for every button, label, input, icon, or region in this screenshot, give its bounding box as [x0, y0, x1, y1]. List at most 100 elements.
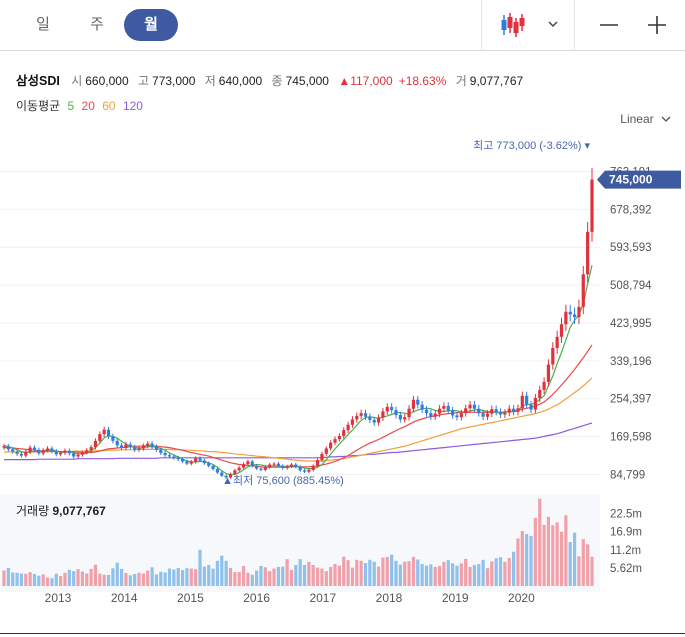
- tab-day[interactable]: 일: [36, 16, 50, 33]
- volume-bar: [564, 515, 568, 586]
- candle: [111, 436, 115, 441]
- candle: [516, 408, 520, 412]
- volume-bar: [2, 570, 6, 586]
- y-tick-label: 423,995: [610, 318, 652, 330]
- candle: [529, 404, 533, 410]
- volume-bar: [163, 572, 167, 586]
- moving-average-legend[interactable]: 이동평균 5 20 60 120: [16, 97, 147, 114]
- scale-dropdown[interactable]: Linear: [620, 112, 671, 126]
- plus-icon[interactable]: [647, 15, 667, 40]
- candle: [337, 435, 341, 440]
- volume-bar: [289, 569, 294, 586]
- volume-title-value: 9,077,767: [52, 504, 106, 518]
- volume-bar: [185, 568, 189, 586]
- volume-bar: [381, 557, 385, 586]
- volume-bar: [538, 498, 542, 586]
- candle: [459, 413, 463, 418]
- volume-bar: [263, 567, 267, 586]
- chevron-down-icon[interactable]: [547, 16, 559, 34]
- volume-bar: [433, 566, 437, 586]
- volume-bar: [102, 574, 106, 586]
- volume-bar: [207, 565, 211, 586]
- volume-tick-label: 11.2m: [610, 545, 641, 557]
- candlestick-icon[interactable]: [500, 12, 526, 43]
- volume-bar: [459, 563, 463, 586]
- volume-bar: [298, 559, 302, 586]
- candle: [228, 473, 233, 478]
- minus-icon[interactable]: [599, 15, 619, 40]
- x-tick-label: 2013: [45, 591, 72, 605]
- candle: [533, 397, 537, 410]
- volume-bar: [167, 568, 172, 586]
- candle: [363, 413, 368, 417]
- ma5-line: [3, 265, 593, 476]
- candle: [32, 447, 37, 450]
- candle: [28, 447, 32, 453]
- volume-bar: [324, 571, 328, 586]
- candle: [329, 442, 333, 449]
- candle: [372, 419, 376, 423]
- candle: [124, 444, 128, 449]
- volume-bar: [228, 567, 233, 586]
- volume-bar: [302, 565, 307, 586]
- volume-bar: [120, 568, 124, 586]
- volume-bar: [359, 560, 363, 586]
- candle: [498, 411, 503, 415]
- volume-bar: [85, 573, 89, 586]
- candle: [298, 466, 302, 471]
- volume-bar: [429, 564, 433, 586]
- volume-bar: [133, 574, 137, 586]
- volume-bar: [586, 544, 590, 586]
- bottom-border: [0, 633, 685, 634]
- volume-bar: [542, 524, 546, 586]
- volume-bar: [159, 571, 163, 586]
- candle: [263, 467, 267, 470]
- high-value: 773,000: [152, 74, 196, 88]
- volume-bar: [150, 567, 154, 586]
- tab-week[interactable]: 주: [90, 16, 104, 33]
- y-tick-label: 84,799: [610, 469, 645, 481]
- candle: [302, 470, 307, 472]
- volume-title: 거래량 9,077,767: [16, 502, 106, 519]
- candle: [45, 448, 50, 451]
- volume-bar: [307, 561, 311, 586]
- volume-bar: [568, 542, 572, 586]
- candle: [494, 409, 498, 412]
- candle: [159, 449, 163, 453]
- volume-bar: [555, 522, 559, 586]
- candle: [564, 311, 568, 325]
- open-label: 시: [71, 74, 83, 88]
- candle: [237, 467, 241, 471]
- volume-chart[interactable]: 22.5m 16.9m 11.2m 5.62m 2013 2014 2015 2016 2017…: [0, 494, 685, 634]
- volume-bar: [577, 556, 581, 586]
- candle: [220, 472, 224, 476]
- candle: [403, 417, 407, 420]
- volume-bar: [241, 565, 246, 586]
- candle: [437, 408, 442, 414]
- volume-bar: [494, 558, 498, 586]
- price-chart[interactable]: 763,191678,392593,593508,794423,995339,1…: [0, 130, 685, 494]
- candle: [411, 399, 416, 409]
- volume-bar: [329, 566, 333, 586]
- candle: [294, 464, 298, 467]
- volume-bar: [420, 564, 424, 586]
- volume-bar: [350, 567, 355, 586]
- candle: [490, 409, 494, 414]
- candle: [215, 469, 220, 473]
- candle: [172, 456, 176, 458]
- volume-bar: [498, 557, 503, 586]
- candle: [250, 461, 254, 466]
- candle: [468, 404, 472, 409]
- candle: [464, 408, 468, 414]
- volume-bar: [115, 562, 119, 586]
- volume-bar: [416, 559, 420, 586]
- ma-legend-label: 이동평균: [16, 99, 61, 113]
- candle: [503, 412, 507, 415]
- candle: [185, 461, 189, 464]
- candle: [268, 464, 272, 468]
- candle: [141, 445, 145, 449]
- candle: [163, 452, 167, 456]
- tab-month[interactable]: 월: [124, 9, 178, 41]
- candle: [590, 179, 594, 232]
- volume-bar: [342, 556, 346, 586]
